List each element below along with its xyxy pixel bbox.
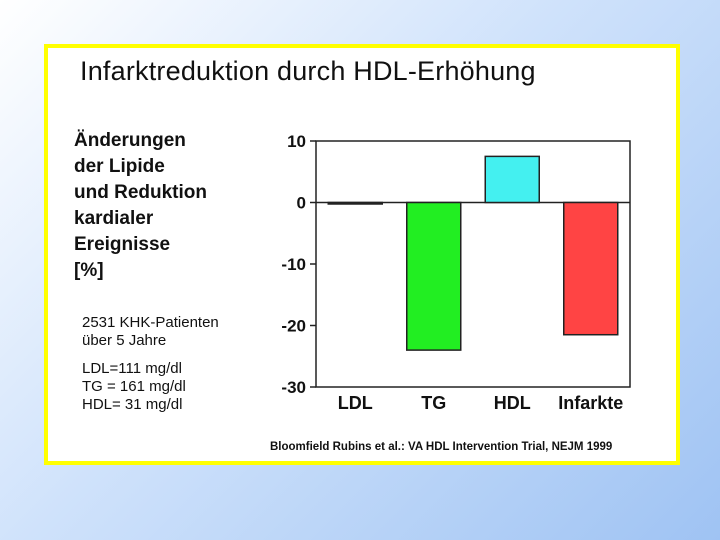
x-tick-label: TG	[421, 393, 446, 413]
y-desc-line: [%]	[74, 260, 104, 281]
bar-tg	[406, 201, 462, 351]
source-citation: Bloomfield Rubins et al.: VA HDL Interve…	[270, 441, 613, 453]
y-tick-label: -10	[281, 255, 306, 274]
duration-line: über 5 Jahre	[82, 332, 167, 349]
x-tick-label: Infarkte	[558, 393, 623, 413]
x-tick-label: HDL	[494, 393, 531, 413]
bar-hdl	[484, 155, 540, 204]
study-notes: 2531 KHK-Patienten über 5 Jahre LDL=111 …	[82, 314, 219, 414]
y-desc-line: Änderungen	[74, 130, 186, 151]
slide-frame: Infarktreduktion durch HDL-Erhöhung Ände…	[44, 44, 680, 465]
y-desc-line: kardialer	[74, 208, 154, 229]
y-axis-description: Änderungen der Lipide und Reduktion kard…	[74, 128, 207, 284]
bar-ldl	[327, 201, 383, 205]
x-tick-label: LDL	[338, 393, 373, 413]
slide-title: Infarktreduktion durch HDL-Erhöhung	[80, 56, 536, 86]
bar-infarkte	[563, 201, 619, 336]
chart-labels: 10 0 -10 -20 -30 LDL TG HDL Infarkte	[281, 132, 623, 413]
y-desc-line: und Reduktion	[74, 182, 207, 203]
y-desc-line: Ereignisse	[74, 234, 171, 255]
y-tick-label: -30	[281, 378, 306, 397]
y-tick-label: 10	[287, 132, 306, 151]
baseline-ldl: LDL=111 mg/dl	[82, 360, 182, 377]
chart-bars	[327, 155, 619, 351]
baseline-tg: TG = 161 mg/dl	[82, 378, 186, 395]
baseline-hdl: HDL= 31 mg/dl	[82, 396, 183, 413]
y-tick-label: -20	[281, 317, 306, 336]
y-desc-line: der Lipide	[74, 156, 165, 177]
patients-line: 2531 KHK-Patienten	[82, 314, 219, 331]
bar-chart: 10 0 -10 -20 -30 LDL TG HDL Infarkte	[281, 132, 631, 413]
y-tick-label: 0	[297, 194, 306, 213]
